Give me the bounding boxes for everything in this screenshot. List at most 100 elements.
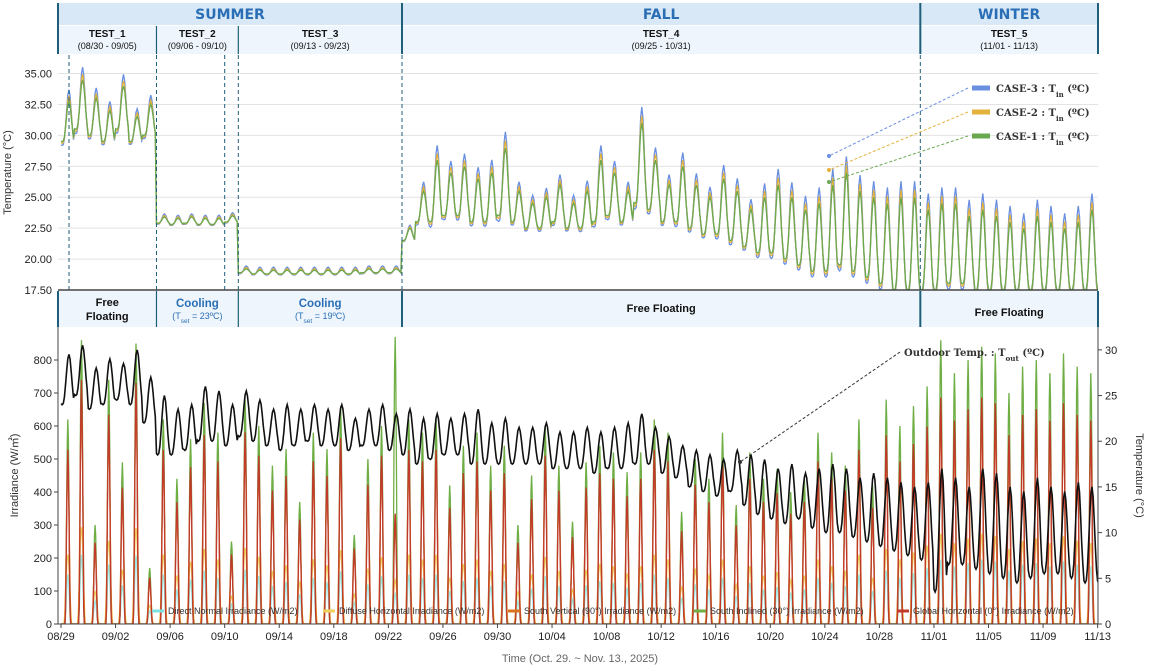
y-tick-label: 30.00	[24, 130, 52, 142]
mode-label: Cooling	[176, 298, 219, 310]
series-line-irradiance-4	[61, 380, 1098, 624]
legend-entry: Diffuse Horizontal Irradiance (W/m2)	[339, 606, 484, 616]
mode-band	[156, 291, 239, 327]
arrow-head	[738, 460, 742, 464]
mode-band	[402, 291, 921, 327]
season-label: FALL	[643, 7, 680, 23]
x-tick-label: 10/24	[811, 631, 839, 643]
y-tick-label: 32.50	[24, 99, 52, 111]
y-axis-title-right: Temperature (°C)	[1133, 433, 1145, 517]
legend-entry: Direct Normal Irradiance (W/m2)	[168, 606, 298, 616]
y-tick-label: 200	[34, 553, 52, 565]
test-band	[58, 26, 157, 54]
y-tick-label: 27.50	[24, 161, 52, 173]
test-name: TEST_3	[302, 29, 339, 40]
arrow-head	[827, 154, 831, 158]
x-tick-label: 09/10	[211, 631, 239, 643]
test-band	[156, 26, 239, 54]
y-tick-label: 600	[34, 421, 52, 433]
legend-entry: South Vertical (90°) Irradiance (W/m2)	[524, 606, 676, 616]
y-tick-label-right: 30	[1105, 345, 1117, 357]
x-tick-label: 11/09	[1030, 631, 1057, 643]
test-dates: (08/30 - 09/05)	[78, 41, 137, 51]
mode-band	[238, 291, 402, 327]
mode-label: Free Floating	[975, 307, 1044, 319]
x-tick-label: 09/22	[375, 631, 403, 643]
season-band	[920, 3, 1098, 25]
y-tick-label: 25.00	[24, 192, 52, 204]
y-axis-title: Temperature (°C)	[2, 130, 14, 214]
y-tick-label: 0	[46, 619, 52, 631]
y-axis-title-left: Irradiance (W/㎡)	[8, 434, 21, 518]
x-tick-label: 10/28	[866, 631, 894, 643]
x-tick-label: 09/26	[429, 631, 457, 643]
setpoint-label: (Tset = 19ºC)	[295, 311, 345, 325]
season-band	[402, 3, 921, 25]
outdoor-temp-annotation: Outdoor Temp. : Tout (ºC)	[904, 348, 1045, 363]
legend-entry: CASE-1 : Tin (ºC)	[996, 132, 1090, 147]
x-tick-label: 10/16	[702, 631, 730, 643]
mode-band	[58, 291, 157, 327]
x-tick-label: 08/29	[47, 631, 75, 643]
test-name: TEST_5	[991, 29, 1028, 40]
y-tick-label: 800	[34, 355, 52, 367]
series-line-case-1	[60, 79, 1098, 290]
x-tick-label: 09/18	[320, 631, 348, 643]
x-tick-label: 11/05	[975, 631, 1002, 643]
arrow-head	[827, 180, 831, 184]
y-tick-label: 100	[34, 586, 52, 598]
mode-label: Floating	[86, 311, 129, 323]
x-tick-label: 11/13	[1084, 631, 1111, 643]
series-line-irradiance-1	[61, 526, 1098, 624]
legend-entry: South Inclined (30°) Irradiance (W/m2)	[710, 606, 864, 616]
mode-label: Cooling	[299, 298, 342, 310]
test-dates: (09/06 - 09/10)	[168, 41, 227, 51]
y-tick-label-right: 15	[1105, 482, 1117, 494]
season-label: SUMMER	[195, 7, 265, 23]
arrow-head	[827, 168, 831, 172]
y-tick-label: 17.50	[24, 285, 52, 297]
y-tick-label-right: 5	[1105, 573, 1111, 585]
y-tick-label: 300	[34, 520, 52, 532]
test-dates: (11/01 - 11/13)	[980, 41, 1038, 51]
season-band	[58, 3, 402, 25]
series-line-case-2	[60, 73, 1098, 290]
annotation-arrow	[828, 135, 969, 183]
test-band	[402, 26, 921, 54]
series-line-irradiance-0	[61, 554, 1098, 624]
y-tick-label: 20.00	[24, 254, 52, 266]
x-tick-label: 10/08	[593, 631, 621, 643]
x-tick-label: 11/01	[921, 631, 948, 643]
mode-band	[920, 291, 1098, 327]
test-band	[920, 26, 1098, 54]
y-tick-label-right: 10	[1105, 528, 1117, 540]
x-tick-label: 10/20	[757, 631, 785, 643]
x-tick-label: 09/30	[484, 631, 512, 643]
x-tick-label: 09/06	[156, 631, 184, 643]
legend-entry: Global Horizontal (0°) Irradiance (W/m2)	[913, 606, 1074, 616]
y-tick-label-right: 25	[1105, 391, 1117, 403]
test-dates: (09/25 - 10/31)	[632, 41, 691, 51]
test-name: TEST_1	[89, 29, 126, 40]
x-tick-label: 10/04	[538, 631, 566, 643]
x-tick-label: 09/02	[102, 631, 130, 643]
test-name: TEST_2	[179, 29, 216, 40]
setpoint-label: (Tset = 23ºC)	[172, 311, 222, 325]
season-label: WINTER	[978, 7, 1040, 23]
annotation-arrow	[828, 87, 969, 157]
x-tick-label: 09/14	[265, 631, 293, 643]
test-dates: (09/13 - 09/23)	[291, 41, 350, 51]
y-tick-label-right: 0	[1105, 619, 1111, 631]
test-name: TEST_4	[643, 29, 680, 40]
y-tick-label-right: 20	[1105, 436, 1117, 448]
test-band	[238, 26, 402, 54]
series-line-outdoor-temp	[60, 345, 1098, 595]
y-tick-label: 35.00	[24, 69, 52, 81]
y-tick-label: 500	[34, 454, 52, 466]
y-tick-label: 22.50	[24, 223, 52, 235]
y-tick-label: 400	[34, 487, 52, 499]
y-tick-label: 700	[34, 388, 52, 400]
x-tick-label: 10/12	[647, 631, 675, 643]
annotation-arrow	[828, 111, 969, 171]
